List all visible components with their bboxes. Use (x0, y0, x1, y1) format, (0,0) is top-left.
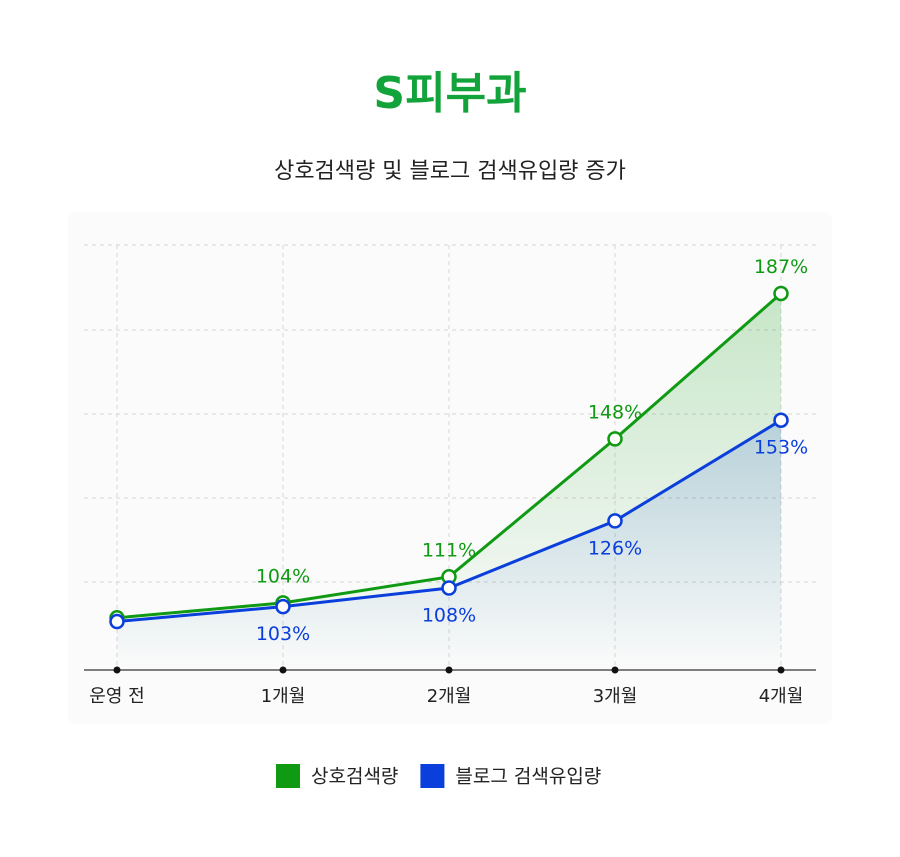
data-label: 111% (422, 539, 476, 561)
point (275, 598, 291, 615)
x-tick-label: 1개월 (261, 686, 306, 707)
point (607, 513, 623, 529)
point (773, 285, 789, 302)
legend-swatch (276, 764, 300, 788)
chart-subtitle: 상호검색량 및 블로그 검색유입량 증가 (274, 159, 626, 184)
x-tick-label: 2개월 (427, 686, 472, 707)
data-label: 108% (422, 604, 476, 626)
legend: 상호검색량 블로그 검색유입량 (276, 764, 601, 788)
legend-label: 블로그 검색유입량 (455, 766, 601, 788)
chart-title: S피부과 (373, 68, 526, 119)
legend-swatch (420, 764, 445, 788)
point (773, 412, 789, 428)
lines: 104% 111% 148% 187% 103% 108% 126% 153% (109, 256, 808, 645)
data-label: 103% (256, 623, 310, 645)
x-tick (113, 666, 121, 674)
x-tick-label: 4개월 (759, 686, 804, 707)
x-tick (445, 666, 453, 674)
x-tick-label: 운영 전 (89, 686, 144, 707)
point (109, 613, 125, 630)
x-tick (777, 666, 785, 674)
data-label: 187% (754, 256, 808, 278)
x-tick (611, 666, 619, 674)
data-label: 153% (754, 437, 808, 459)
point (607, 431, 623, 447)
data-label: 148% (588, 401, 642, 423)
x-tick-label: 3개월 (593, 686, 638, 707)
point (441, 580, 457, 596)
legend-label: 상호검색량 (311, 766, 398, 788)
data-label: 104% (256, 565, 310, 587)
x-tick (279, 666, 287, 674)
data-label: 126% (588, 537, 642, 559)
